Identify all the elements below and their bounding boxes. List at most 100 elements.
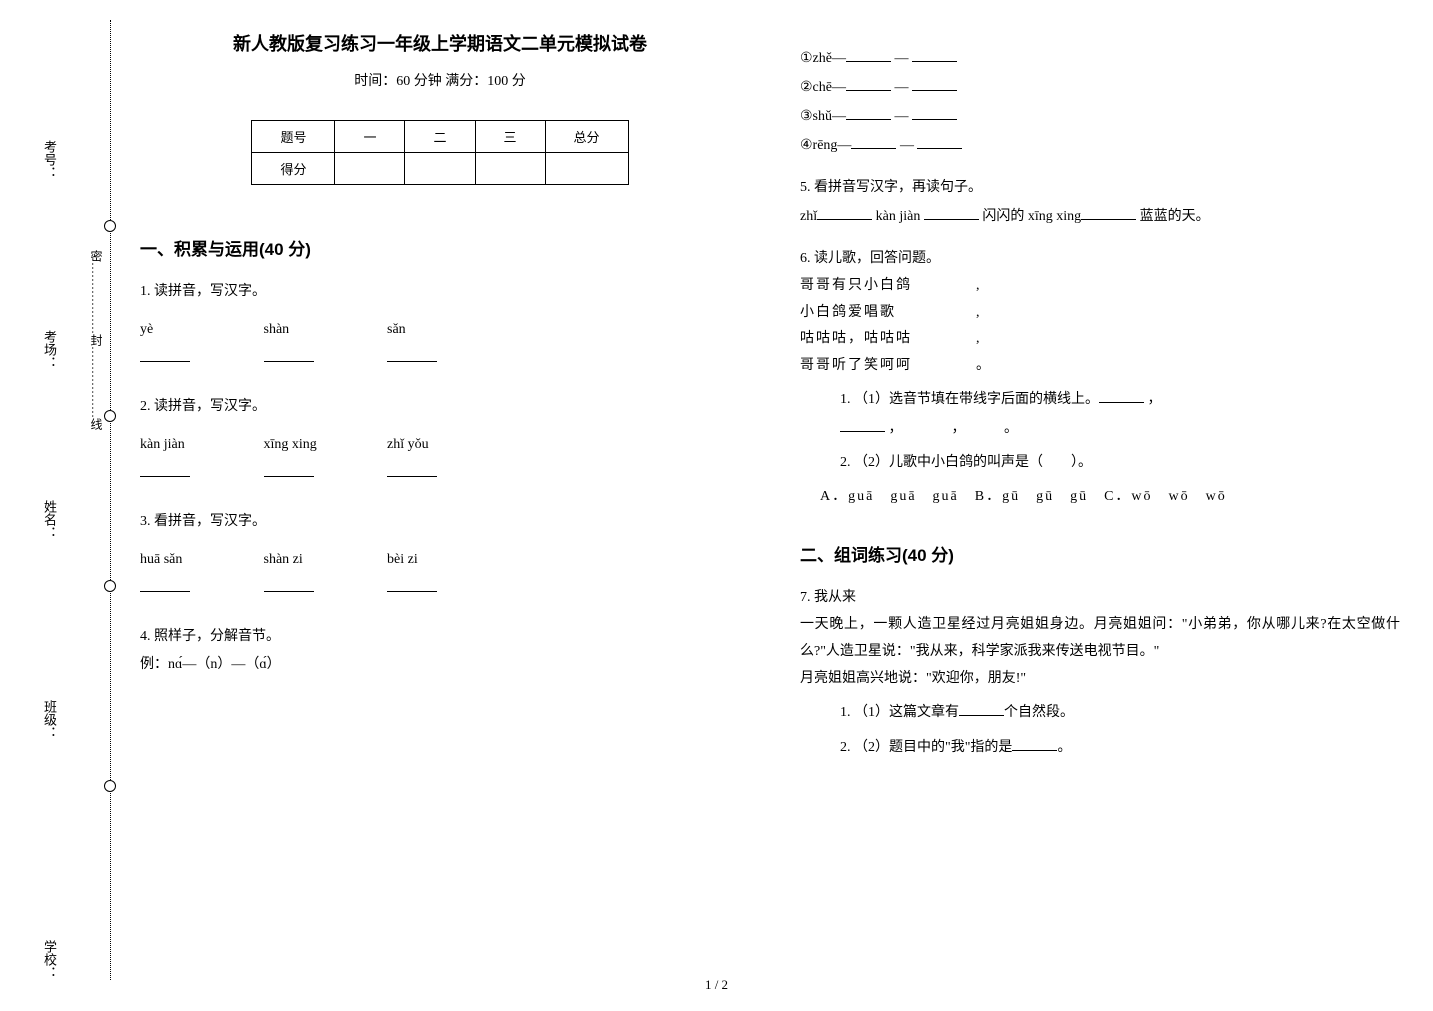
q7-para: 一天晚上，一颗人造卫星经过月亮姐姐身边。月亮姐姐问："小弟弟，你从哪儿来?在太空… xyxy=(800,612,1400,665)
answer-blank xyxy=(264,574,314,592)
q4-l2-pre: ②chē— xyxy=(800,80,846,95)
q6-stem: 6. 读儿歌，回答问题。 xyxy=(800,245,1400,273)
answer-blank xyxy=(387,344,437,362)
answer-blank xyxy=(1012,733,1057,751)
q4-line4: ④rēng— — xyxy=(800,131,1400,160)
td-blank xyxy=(335,153,405,185)
q6-sub2: 2. （2）儿歌中小白鸽的叫声是（ ）。 xyxy=(840,449,1400,477)
answer-blank xyxy=(851,131,896,149)
answer-blank xyxy=(840,414,885,432)
binding-margin: 考号： 考场： 姓名： 班级： 学校： 密………………封………………线 xyxy=(0,0,120,1011)
binding-circle xyxy=(104,780,116,792)
td-blank xyxy=(475,153,545,185)
td-blank xyxy=(405,153,475,185)
page-number: 1 / 2 xyxy=(705,977,728,993)
pinyin-item: huā sǎn xyxy=(140,546,260,603)
th-total: 总分 xyxy=(545,121,628,153)
answer-blank xyxy=(264,344,314,362)
q1-items: yè shàn sǎn xyxy=(140,316,740,373)
binding-seal-text: 密………………封………………线 xyxy=(88,250,105,430)
sub-a: （1）这篇文章有 xyxy=(854,705,959,720)
answer-blank xyxy=(917,131,962,149)
answer-blank xyxy=(846,73,891,91)
pinyin-text: bèi zi xyxy=(387,552,418,567)
sub-b: 个自然段。 xyxy=(1004,705,1074,720)
pinyin-text: sǎn xyxy=(387,322,406,337)
answer-blank xyxy=(140,344,190,362)
q7-sub1: 1. （1）这篇文章有 个自然段。 xyxy=(840,698,1400,727)
answer-blank xyxy=(912,102,957,120)
binding-label-room: 考场： xyxy=(40,330,59,369)
score-table: 题号 一 二 三 总分 得分 xyxy=(251,120,628,185)
pinyin-text: xīng xing xyxy=(264,437,317,452)
answer-blank xyxy=(959,698,1004,716)
poem-line: 哥哥有只小白鸽 , xyxy=(800,273,1400,300)
column-right: ①zhě— — ②chē— — ③shǔ— — ④rēng— — 5. 看拼音写… xyxy=(800,30,1400,776)
q5-seg1: zhǐ xyxy=(800,209,817,224)
q6-sub1: 1. （1）选音节填在带线字后面的横线上。 ， ， ， 。 xyxy=(840,385,1400,443)
td-blank xyxy=(545,153,628,185)
q4-lines: ①zhě— — ②chē— — ③shǔ— — ④rēng— — xyxy=(800,44,1400,160)
binding-label-class: 班级： xyxy=(40,700,59,739)
q2-items: kàn jiàn xīng xing zhǐ yǒu xyxy=(140,431,740,488)
q4-line2: ②chē— — xyxy=(800,73,1400,102)
pinyin-item: shàn xyxy=(264,316,384,373)
binding-label-school: 学校： xyxy=(40,940,59,979)
sub-tail2: ， ， 。 xyxy=(885,421,1018,436)
answer-blank xyxy=(924,202,979,220)
table-row: 题号 一 二 三 总分 xyxy=(252,121,628,153)
answer-blank xyxy=(912,44,957,62)
answer-blank xyxy=(817,202,872,220)
question-7: 7. 我从来 一天晚上，一颗人造卫星经过月亮姐姐身边。月亮姐姐问："小弟弟，你从… xyxy=(800,584,1400,762)
th-num: 题号 xyxy=(252,121,335,153)
answer-blank xyxy=(846,102,891,120)
sub-num: 2. xyxy=(840,455,854,470)
q5-seg3: 闪闪的 xīng xing xyxy=(982,209,1081,224)
answer-blank xyxy=(264,459,314,477)
pinyin-item: sǎn xyxy=(387,316,507,373)
q5-line: zhǐ kàn jiàn 闪闪的 xīng xing 蓝蓝的天。 xyxy=(800,202,1400,231)
pinyin-text: zhǐ yǒu xyxy=(387,437,429,452)
q3-stem: 3. 看拼音，写汉字。 xyxy=(140,508,740,536)
pinyin-text: shàn zi xyxy=(264,552,303,567)
pinyin-item: yè xyxy=(140,316,260,373)
sub-a: （2）题目中的"我"指的是 xyxy=(854,740,1012,755)
sub-num: 1. xyxy=(840,392,854,407)
q7-stem: 7. 我从来 xyxy=(800,584,1400,612)
q5-stem: 5. 看拼音写汉字，再读句子。 xyxy=(800,174,1400,202)
q4-example: 例：nɑ́—（n）—（ɑ́） xyxy=(140,651,740,679)
sub-tail: ， xyxy=(1144,392,1162,407)
q1-stem: 1. 读拼音，写汉字。 xyxy=(140,278,740,306)
answer-blank xyxy=(140,574,190,592)
answer-blank xyxy=(846,44,891,62)
td-score-label: 得分 xyxy=(252,153,335,185)
page-content: 新人教版复习练习一年级上学期语文二单元模拟试卷 时间：60 分钟 满分：100 … xyxy=(140,30,1400,776)
q6-options: A．guā guā guā B．gū gū gū C．wō wō wō xyxy=(820,483,1400,511)
binding-label-name: 姓名： xyxy=(40,500,59,539)
q5-seg4: 蓝蓝的天。 xyxy=(1140,209,1210,224)
pinyin-item: kàn jiàn xyxy=(140,431,260,488)
answer-blank xyxy=(1081,202,1136,220)
table-row: 得分 xyxy=(252,153,628,185)
q2-stem: 2. 读拼音，写汉字。 xyxy=(140,393,740,421)
pinyin-item: bèi zi xyxy=(387,546,507,603)
pinyin-text: shàn xyxy=(264,322,290,337)
binding-dotted-line xyxy=(110,20,111,980)
answer-blank xyxy=(912,73,957,91)
pinyin-text: huā sǎn xyxy=(140,552,182,567)
sub-num: 1. xyxy=(840,705,854,720)
q4-line1: ①zhě— — xyxy=(800,44,1400,73)
poem-line: 咕咕咕，咕咕咕 , xyxy=(800,326,1400,353)
sub-text: （2）儿歌中小白鸽的叫声是（ ）。 xyxy=(854,455,1092,470)
question-1: 1. 读拼音，写汉字。 yè shàn sǎn xyxy=(140,278,740,373)
answer-blank xyxy=(387,459,437,477)
answer-blank xyxy=(1099,385,1144,403)
question-2: 2. 读拼音，写汉字。 kàn jiàn xīng xing zhǐ yǒu xyxy=(140,393,740,488)
column-left: 新人教版复习练习一年级上学期语文二单元模拟试卷 时间：60 分钟 满分：100 … xyxy=(140,30,740,776)
binding-circle xyxy=(104,220,116,232)
q4-l4-pre: ④rēng— xyxy=(800,138,851,153)
q3-items: huā sǎn shàn zi bèi zi xyxy=(140,546,740,603)
q4-line3: ③shǔ— — xyxy=(800,102,1400,131)
q7-sub2: 2. （2）题目中的"我"指的是。 xyxy=(840,733,1400,762)
q7-subs: 1. （1）这篇文章有 个自然段。 2. （2）题目中的"我"指的是。 xyxy=(840,698,1400,762)
